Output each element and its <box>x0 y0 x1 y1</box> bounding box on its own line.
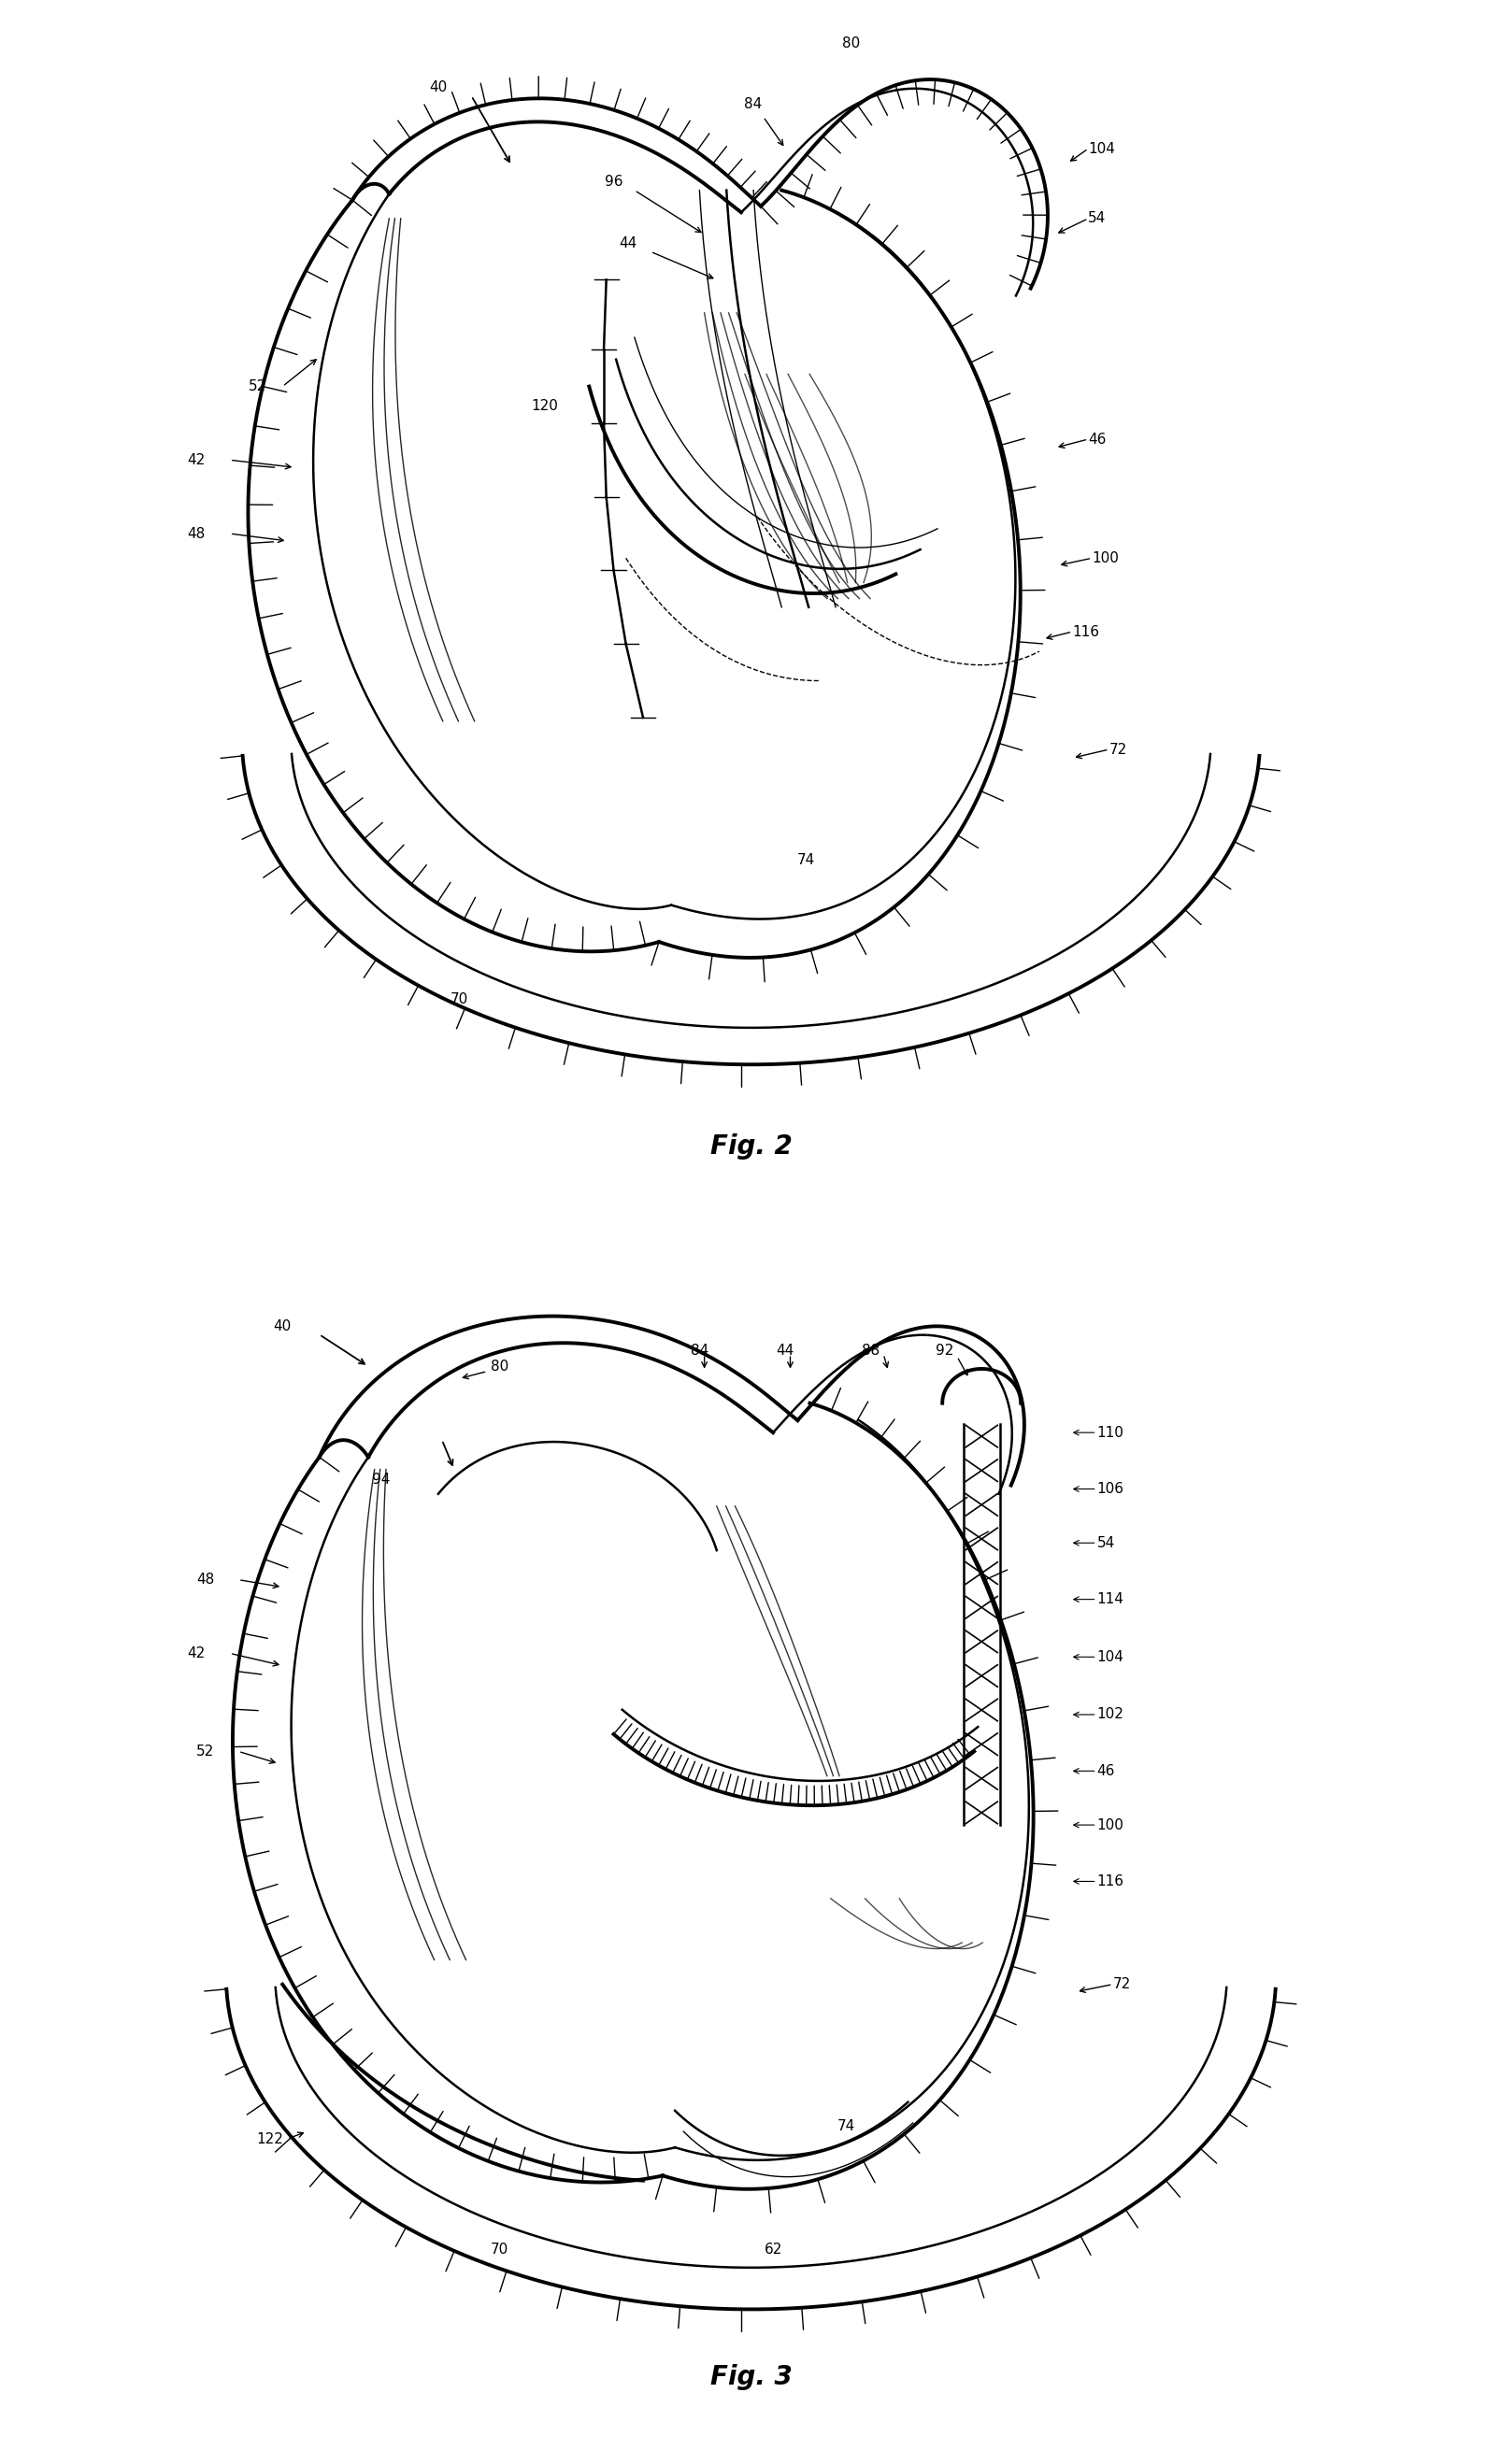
Text: 42: 42 <box>188 1646 206 1661</box>
Text: 100: 100 <box>1096 1818 1123 1831</box>
Text: 40: 40 <box>273 1318 291 1333</box>
Text: 70: 70 <box>451 993 469 1005</box>
Text: 74: 74 <box>838 2119 856 2134</box>
Text: 84: 84 <box>691 1343 709 1358</box>
Text: 40: 40 <box>430 81 448 94</box>
Text: 44: 44 <box>619 237 637 249</box>
Text: 114: 114 <box>1096 1592 1123 1607</box>
Text: 48: 48 <box>197 1572 215 1587</box>
Text: 54: 54 <box>1089 212 1107 227</box>
Text: 106: 106 <box>1096 1481 1123 1496</box>
Text: 62: 62 <box>765 2242 783 2257</box>
Text: 94: 94 <box>371 1471 389 1486</box>
Text: 96: 96 <box>604 175 623 190</box>
Text: 104: 104 <box>1096 1651 1123 1663</box>
Text: 46: 46 <box>1089 431 1107 446</box>
Text: 116: 116 <box>1072 626 1099 638</box>
Text: 42: 42 <box>188 453 206 468</box>
Text: 116: 116 <box>1096 1875 1123 1887</box>
Text: Fig. 3: Fig. 3 <box>710 2363 792 2390</box>
Text: 80: 80 <box>843 37 861 49</box>
Text: 44: 44 <box>777 1343 795 1358</box>
Text: 74: 74 <box>798 853 816 867</box>
Text: 70: 70 <box>491 2242 509 2257</box>
Text: 80: 80 <box>491 1360 509 1372</box>
Text: 104: 104 <box>1089 140 1116 155</box>
Text: 92: 92 <box>936 1343 954 1358</box>
Text: 102: 102 <box>1096 1708 1123 1722</box>
Text: 88: 88 <box>862 1343 880 1358</box>
Text: 122: 122 <box>257 2131 284 2146</box>
Text: 72: 72 <box>1113 1976 1131 1991</box>
Text: 46: 46 <box>1096 1764 1114 1779</box>
Text: 52: 52 <box>249 379 267 394</box>
Text: 84: 84 <box>745 99 763 111</box>
Text: 54: 54 <box>1096 1535 1114 1550</box>
Text: 48: 48 <box>188 527 206 540</box>
Text: Fig. 2: Fig. 2 <box>710 1133 792 1161</box>
Text: 110: 110 <box>1096 1427 1123 1439</box>
Text: 52: 52 <box>197 1745 215 1759</box>
Text: 72: 72 <box>1108 742 1126 756</box>
Text: 100: 100 <box>1092 552 1119 564</box>
Text: 120: 120 <box>532 399 559 414</box>
